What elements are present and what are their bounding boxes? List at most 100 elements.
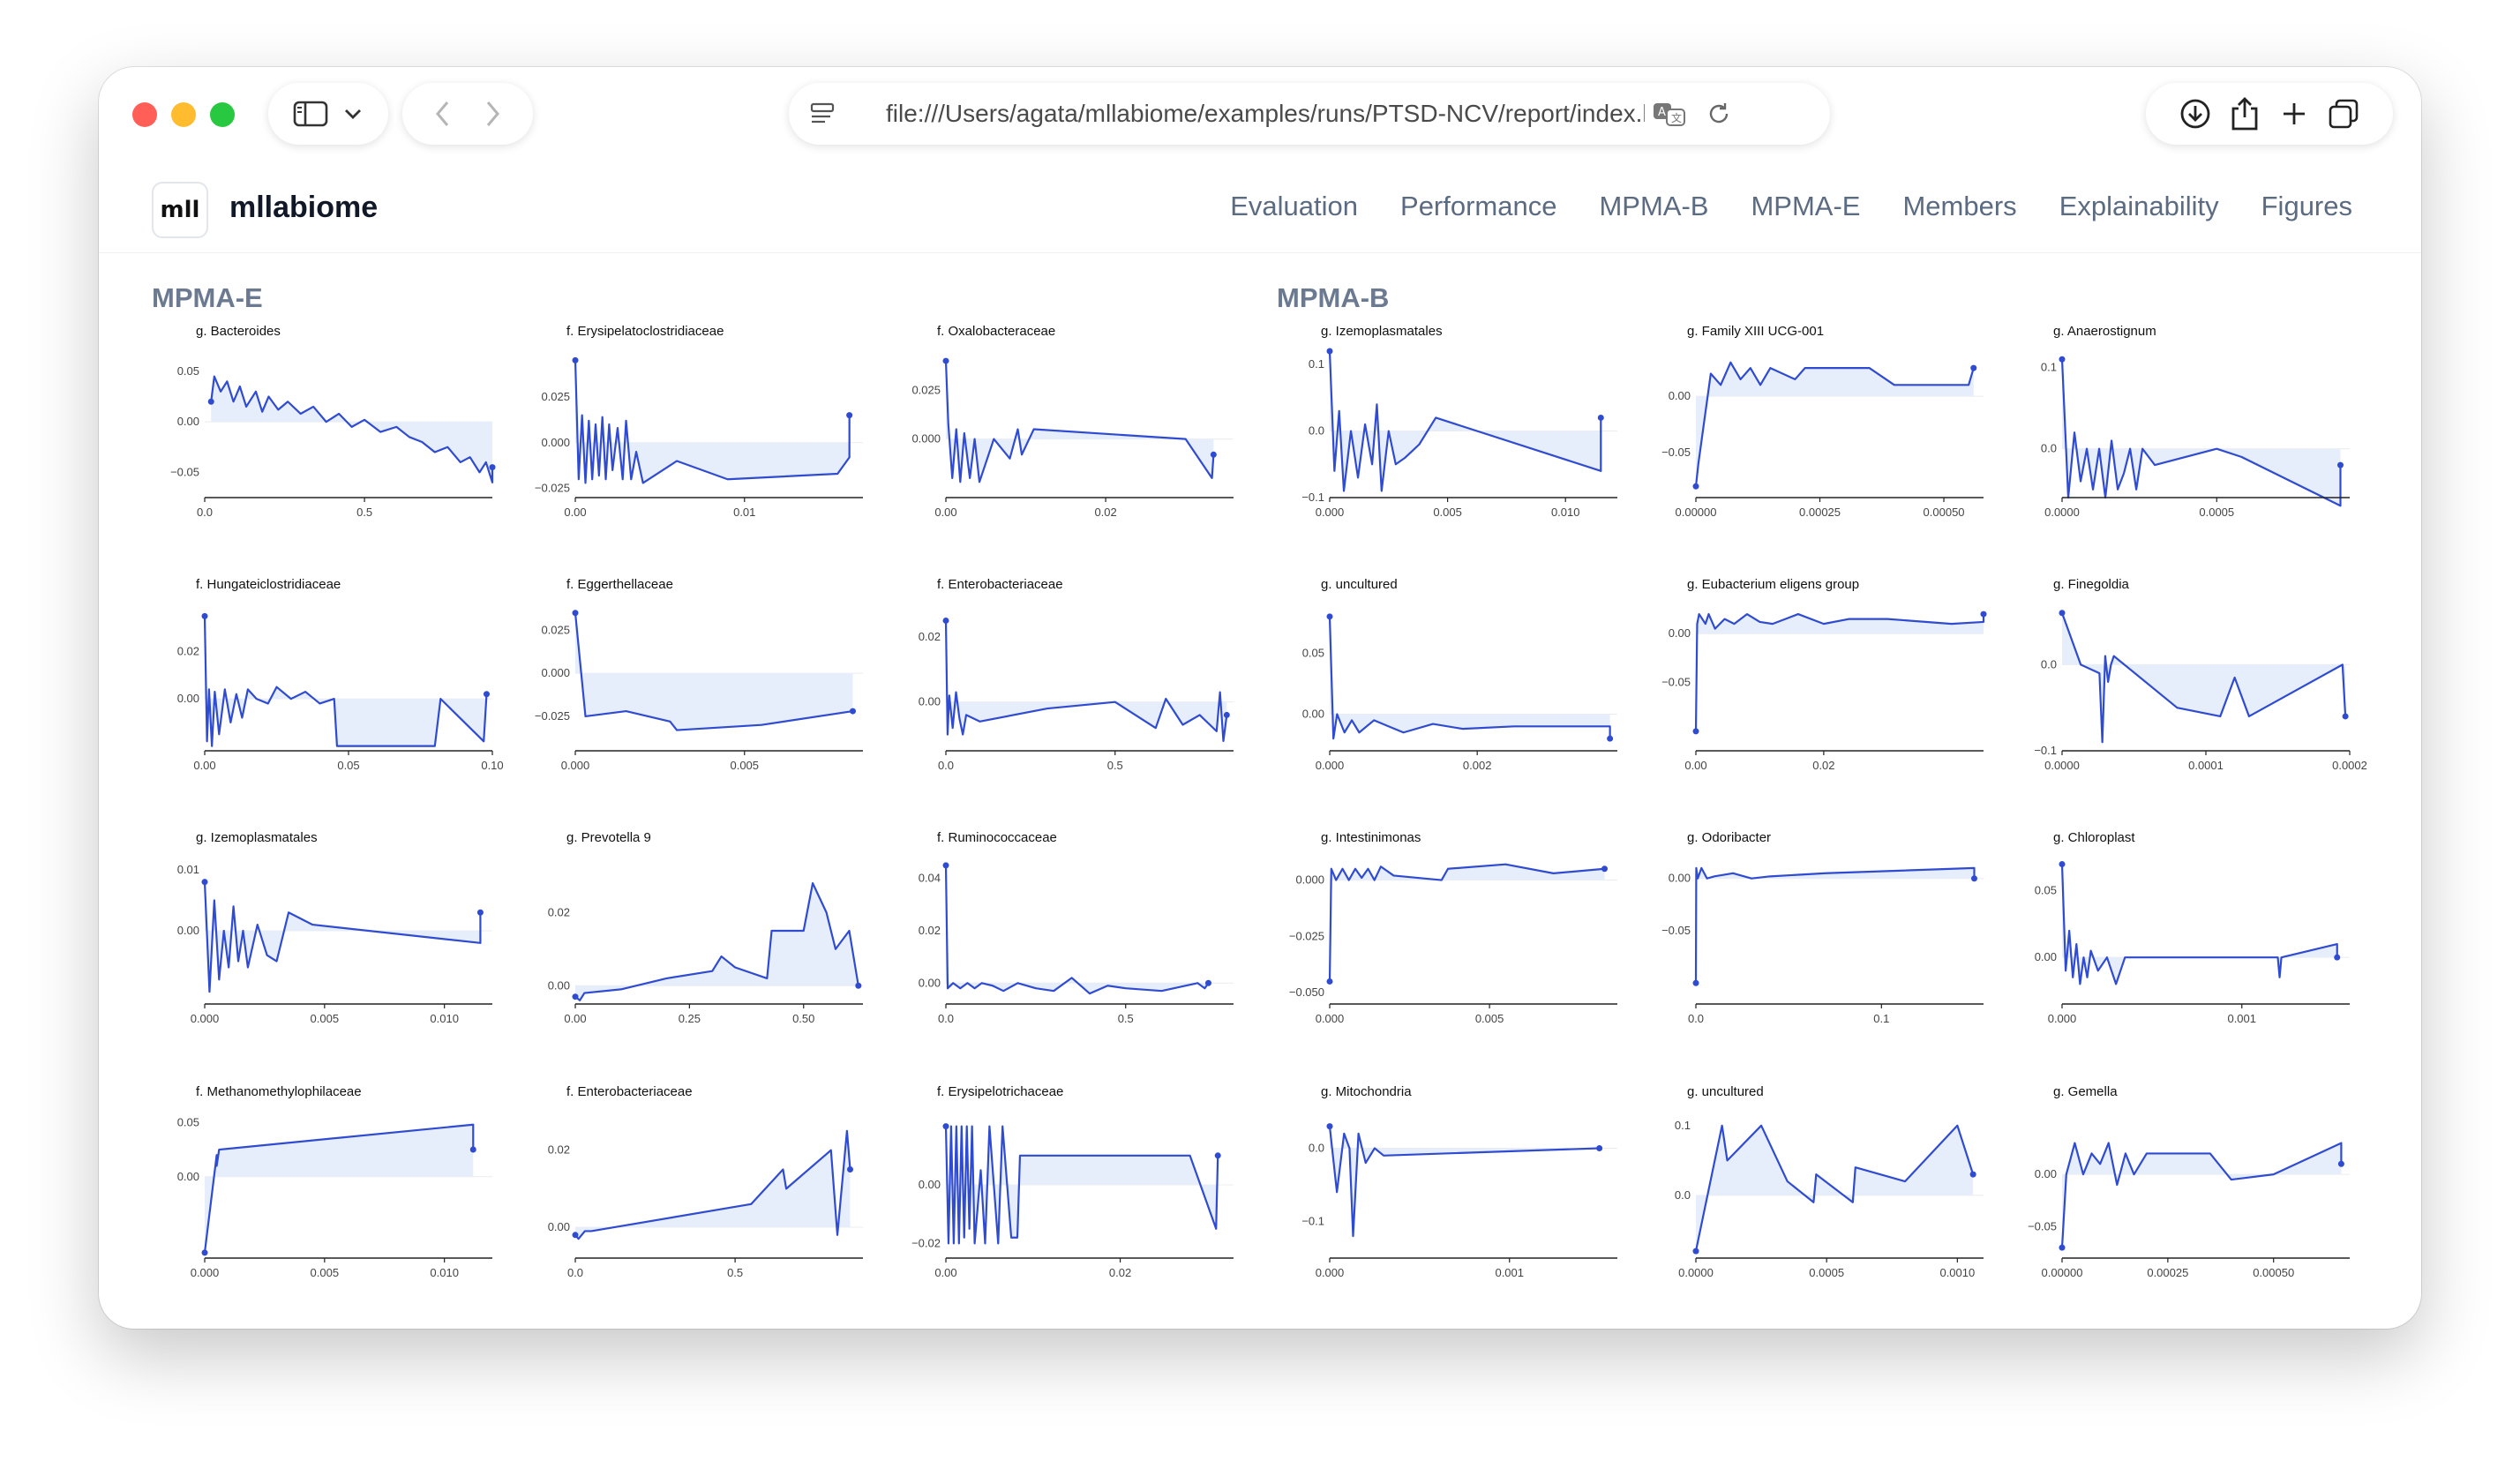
end-point: [1214, 1152, 1221, 1159]
series-line: [2060, 1142, 2343, 1248]
forward-arrow-icon[interactable]: [468, 89, 517, 139]
end-point: [2334, 954, 2341, 961]
dependence-plot: g. Gemella 0.00000 0.00025 0.00050 0.00 −0.05: [2028, 1084, 2350, 1279]
nav-performance[interactable]: Performance: [1400, 191, 1557, 221]
nav-members[interactable]: Members: [1902, 191, 2017, 221]
new-tab-icon[interactable]: [2269, 89, 2319, 139]
series-line: [203, 616, 488, 747]
back-arrow-icon[interactable]: [418, 89, 468, 139]
y-tick-label: −0.05: [1661, 446, 1691, 459]
x-tick-label: 0.0: [938, 759, 954, 772]
zoom-window-button[interactable]: [210, 102, 235, 127]
address-bar[interactable]: file:///Users/agata/mllabiome/examples/r…: [789, 83, 1830, 145]
series-area: [211, 376, 492, 483]
sidebar-icon[interactable]: [286, 89, 335, 139]
dependence-plot: f. Oxalobacteraceae 0.00 0.02 0.025 0.000: [911, 324, 1234, 519]
dependence-plot: f. Erysipelotrichaceae 0.00 0.02 0.00 −0.02: [911, 1084, 1234, 1279]
series-line: [2060, 612, 2347, 744]
x-tick-label: 0.005: [311, 1012, 340, 1025]
plot-title: f. Erysipelatoclostridiaceae: [566, 324, 724, 339]
start-point: [201, 612, 208, 619]
plot-title: g. Anaerostignum: [2053, 324, 2156, 339]
series-line: [1328, 350, 1602, 492]
dependence-plot: g. Chloroplast 0.000 0.001 0.05 0.00: [2035, 830, 2350, 1025]
y-tick-label: 0.00: [548, 1220, 570, 1233]
app-name[interactable]: mllabiome: [229, 191, 379, 224]
nav-mpma-b[interactable]: MPMA-B: [1599, 191, 1709, 221]
start-point: [942, 862, 949, 869]
browser-toolbar: file:///Users/agata/mllabiome/examples/r…: [99, 67, 2421, 164]
x-tick-label: 0.00: [934, 506, 956, 519]
series-line: [203, 1123, 475, 1253]
share-icon[interactable]: [2220, 89, 2269, 139]
start-point: [942, 1123, 949, 1130]
page-menu-icon[interactable]: [798, 89, 847, 139]
nav-figures[interactable]: Figures: [2261, 191, 2352, 221]
x-tick-label: 0.02: [1094, 506, 1116, 519]
y-tick-label: 0.1: [1675, 1119, 1691, 1132]
dependence-plot: g. Bacteroides 0.0 0.5 0.05 0.00 −0.05: [170, 324, 496, 519]
end-point: [1601, 865, 1609, 873]
x-tick-label: 0.00050: [1924, 506, 1965, 519]
x-tick-label: 0.00: [193, 759, 215, 772]
y-tick-label: 0.02: [548, 1143, 570, 1157]
app-logo[interactable]: mll: [152, 182, 208, 238]
nav-mpma-e[interactable]: MPMA-E: [1751, 191, 1861, 221]
x-tick-label: 0.01: [733, 506, 755, 519]
tab-overview-icon[interactable]: [2319, 89, 2368, 139]
download-icon[interactable]: [2171, 89, 2220, 139]
end-point: [1970, 875, 1977, 882]
dependence-plot: f. Ruminococcaceae 0.0 0.5 0.04 0.02 0.00: [919, 830, 1234, 1025]
start-point: [2059, 610, 2066, 617]
series-line: [944, 620, 1228, 743]
y-tick-label: 0.05: [177, 364, 199, 378]
main-nav: Evaluation Performance MPMA-B MPMA-E Mem…: [1230, 191, 2352, 222]
chevron-down-icon[interactable]: [335, 89, 371, 139]
dependence-plot: g. Eubacterium eligens group 0.00 0.02 0.00…: [1661, 577, 1987, 772]
start-point: [572, 1232, 579, 1239]
end-point: [483, 691, 490, 698]
end-point: [2337, 1160, 2344, 1167]
end-point: [469, 1146, 476, 1153]
y-tick-label: −0.05: [2028, 1219, 2057, 1232]
plot-title: g. uncultured: [1687, 1084, 1764, 1099]
end-point: [847, 1166, 854, 1173]
reload-icon[interactable]: [1694, 89, 1744, 139]
series-line: [574, 1129, 851, 1240]
x-tick-label: 0.0000: [1678, 1266, 1714, 1279]
y-tick-label: 0.00: [177, 692, 199, 705]
series-area: [1330, 1126, 1600, 1237]
series-area: [1696, 867, 1975, 984]
x-tick-label: 0.0: [567, 1266, 583, 1279]
minimize-window-button[interactable]: [171, 102, 196, 127]
x-tick-label: 0.0005: [2199, 506, 2234, 519]
x-tick-label: 0.000: [191, 1266, 220, 1279]
start-point: [572, 610, 579, 617]
y-tick-label: −0.05: [170, 465, 199, 478]
plot-title: g. Intestinimonas: [1321, 830, 1421, 845]
x-tick-label: 0.000: [2048, 1012, 2077, 1025]
plot-title: g. uncultured: [1321, 577, 1398, 592]
series-area: [946, 620, 1227, 741]
nav-evaluation[interactable]: Evaluation: [1230, 191, 1359, 221]
x-tick-label: 0.000: [1316, 1266, 1345, 1279]
y-tick-label: 0.05: [177, 1115, 199, 1128]
plot-title: f. Hungateiclostridiaceae: [196, 577, 341, 592]
start-point: [1692, 728, 1699, 735]
url-text[interactable]: file:///Users/agata/mllabiome/examples/r…: [886, 100, 1645, 127]
end-point: [489, 464, 496, 471]
close-window-button[interactable]: [132, 102, 157, 127]
y-tick-label: 0.00: [177, 924, 199, 937]
x-tick-label: 0.00: [934, 1266, 956, 1279]
y-tick-label: 0.00: [177, 1170, 199, 1183]
y-tick-label: −0.1: [1301, 491, 1324, 504]
x-tick-label: 0.0: [1688, 1012, 1704, 1025]
x-tick-label: 0.001: [1495, 1266, 1524, 1279]
series-area: [2062, 612, 2346, 743]
nav-explainability[interactable]: Explainability: [2059, 191, 2219, 221]
end-point: [1980, 611, 1987, 618]
y-tick-label: 0.0: [2041, 657, 2057, 671]
series-area: [575, 883, 859, 1000]
y-tick-label: 0.000: [541, 666, 570, 679]
